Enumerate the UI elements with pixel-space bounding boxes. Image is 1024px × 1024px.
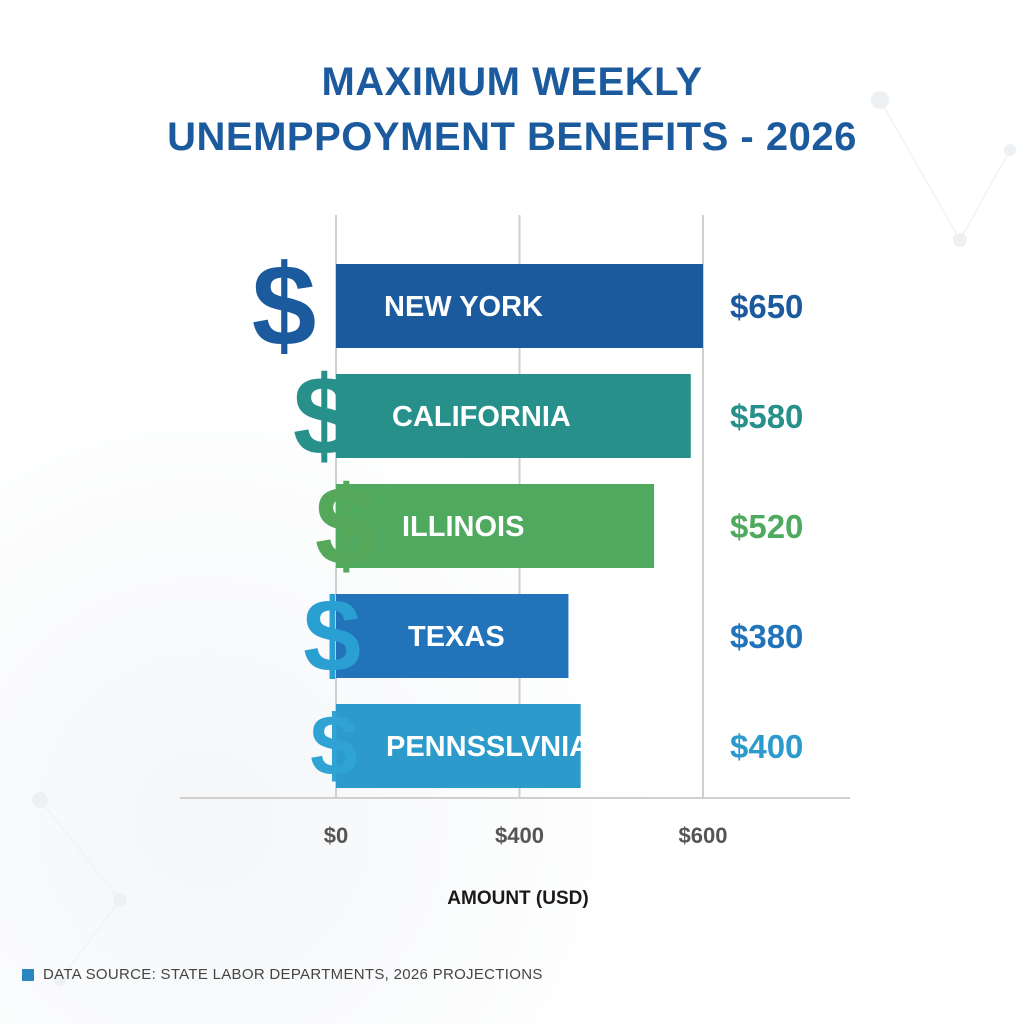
dollar-sign-icon: $	[303, 578, 361, 694]
category-label-1: CALIFORNIA	[392, 401, 571, 433]
category-label-2: ILLINOIS	[402, 511, 524, 543]
dollar-sign-icon: $	[310, 698, 358, 794]
chart-title-line-1: MAXIMUM WEEKLY	[321, 60, 703, 104]
data-source-note: DATA SOURCE: STATE LABOR DEPARTMENTS, 20…	[22, 966, 543, 983]
x-axis-title: AMOUNT (USD)	[447, 888, 589, 909]
category-label-3: TEXAS	[408, 621, 505, 653]
category-label-0: NEW YORK	[384, 291, 543, 323]
bar-3	[336, 594, 569, 678]
value-label-3: $380	[730, 618, 803, 655]
x-tick-label-0: $0	[324, 823, 348, 848]
chart-title-line-2: UNEMPPOYMENT BENEFITS - 2026	[167, 115, 857, 159]
bar-4	[336, 704, 581, 788]
x-tick-label-1: $400	[495, 823, 544, 848]
bar-2	[336, 484, 655, 568]
source-bullet-icon	[22, 968, 34, 981]
bar-0	[336, 264, 703, 348]
x-tick-label-2: $600	[679, 823, 728, 848]
dollar-sign-icon: $	[252, 240, 317, 370]
data-source-text: DATA SOURCE: STATE LABOR DEPARTMENTS, 20…	[43, 966, 543, 983]
dollar-sign-icon: $	[293, 353, 355, 478]
dollar-sign-icon: $	[315, 463, 377, 588]
value-label-4: $400	[730, 728, 803, 765]
value-label-2: $520	[730, 508, 803, 545]
category-label-4: PENNSSLVNIA	[386, 731, 590, 763]
value-label-1: $580	[730, 398, 803, 435]
bar-1	[336, 374, 691, 458]
value-label-0: $650	[730, 288, 803, 325]
